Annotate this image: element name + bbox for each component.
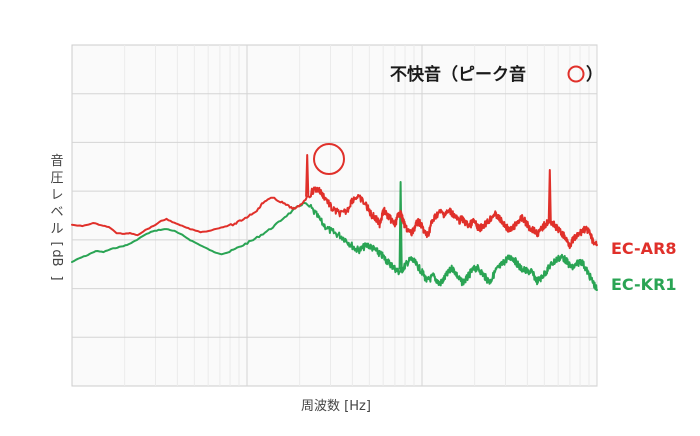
y-axis-label-char: ベ bbox=[50, 205, 63, 220]
y-axis-label-char: 音 bbox=[50, 153, 63, 169]
peak-annotation-circle bbox=[313, 143, 345, 175]
y-axis-label-char: レ bbox=[50, 188, 63, 203]
y-axis-unit: dB bbox=[49, 249, 64, 266]
legend-ec-kr1: EC-KR1 bbox=[611, 275, 677, 294]
title-closing-paren: ） bbox=[586, 64, 603, 85]
series-line-ec-kr1 bbox=[71, 181, 598, 291]
y-axis-label-char: 圧 bbox=[50, 171, 63, 186]
y-axis-bracket-open: [ bbox=[49, 241, 64, 246]
series-layer bbox=[71, 154, 598, 291]
plot-frame bbox=[71, 44, 598, 387]
y-axis-label-char: ル bbox=[50, 222, 63, 237]
chart-title: 不快音（ピーク音 bbox=[390, 64, 526, 85]
series-line-ec-ar8 bbox=[71, 154, 598, 250]
grid bbox=[71, 44, 598, 387]
legend-ec-ar8: EC-AR8 bbox=[611, 239, 677, 258]
x-axis-label: 周波数 [Hz] bbox=[301, 399, 371, 414]
y-axis-bracket-close: ] bbox=[49, 275, 64, 280]
title-circle-icon bbox=[567, 65, 585, 83]
